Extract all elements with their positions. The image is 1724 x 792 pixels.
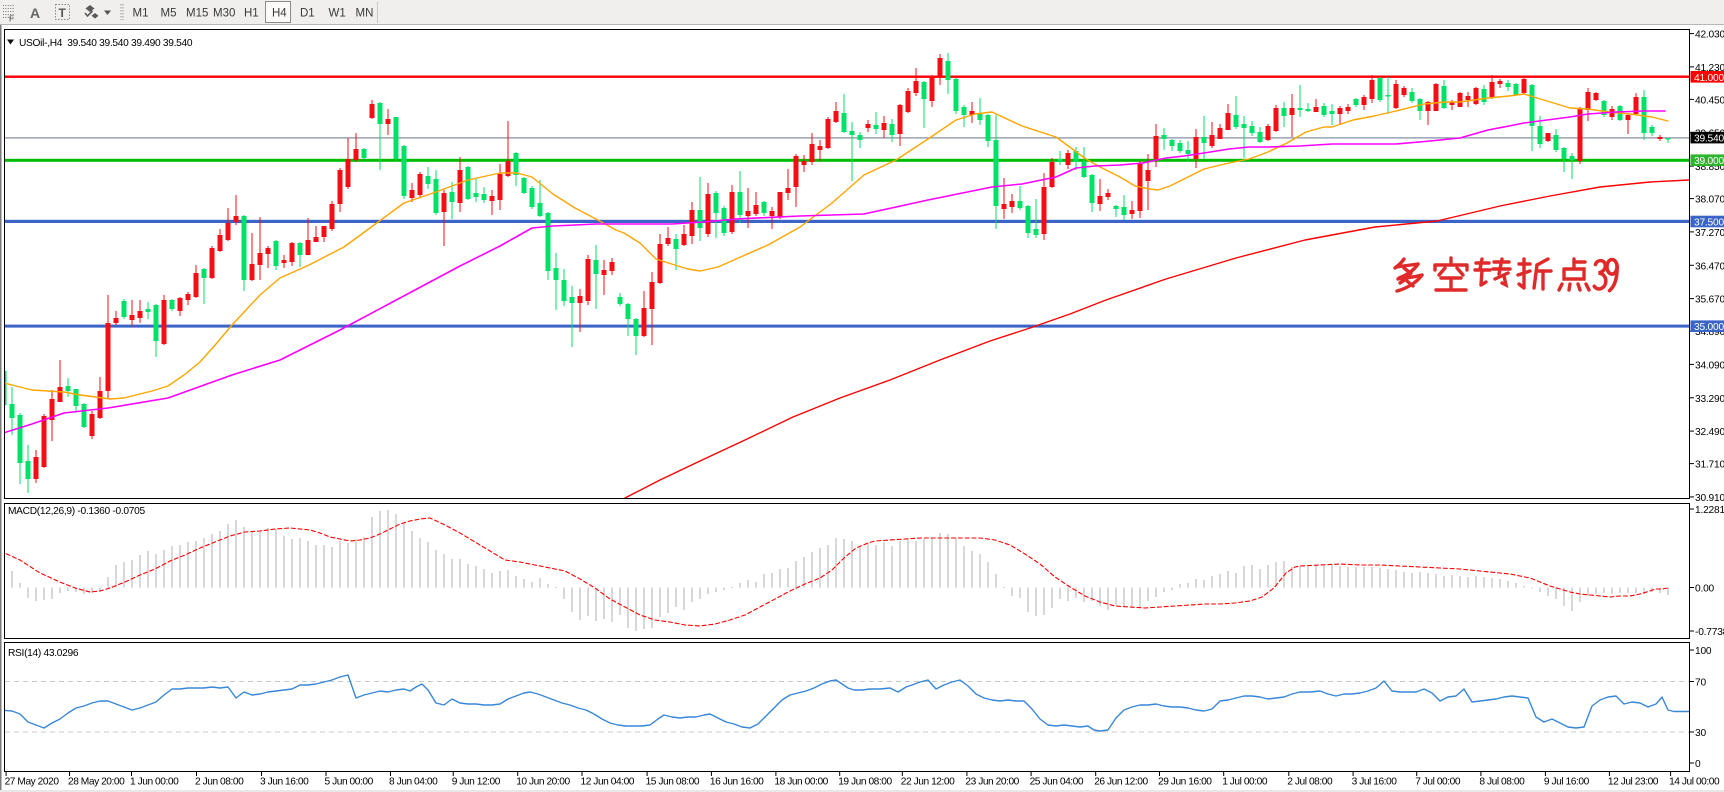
svg-text:MN: MN	[356, 8, 374, 20]
svg-text:7 Jul 00:00: 7 Jul 00:00	[1415, 777, 1461, 788]
svg-text:T: T	[59, 6, 67, 20]
svg-text:38.850: 38.850	[1695, 162, 1724, 173]
svg-text:M1: M1	[133, 8, 149, 20]
svg-text:35.670: 35.670	[1695, 295, 1724, 306]
svg-text:F: F	[9, 15, 14, 24]
svg-text:W1: W1	[329, 8, 346, 20]
svg-text:26 Jun 12:00: 26 Jun 12:00	[1094, 777, 1148, 788]
svg-text:2 Jun 08:00: 2 Jun 08:00	[195, 777, 244, 788]
svg-text:MACD(12,26,9) -0.1360 -0.0705: MACD(12,26,9) -0.1360 -0.0705	[8, 506, 145, 517]
svg-text:37.270: 37.270	[1695, 228, 1724, 239]
svg-text:USOil-,H4 39.540 39.540 39.49: USOil-,H4 39.540 39.540 39.490 39.540	[19, 38, 193, 49]
svg-text:22 Jun 12:00: 22 Jun 12:00	[901, 777, 955, 788]
svg-text:27 May 2020: 27 May 2020	[5, 777, 60, 788]
svg-text:41.230: 41.230	[1695, 63, 1724, 74]
svg-text:D1: D1	[300, 8, 315, 20]
svg-text:M30: M30	[213, 8, 235, 20]
svg-text:70: 70	[1695, 678, 1706, 689]
svg-text:1 Jun 00:00: 1 Jun 00:00	[130, 777, 179, 788]
svg-text:35.000: 35.000	[1694, 322, 1724, 333]
svg-text:39.540: 39.540	[1694, 134, 1724, 145]
svg-text:1.2281: 1.2281	[1695, 505, 1724, 516]
svg-text:31.710: 31.710	[1695, 460, 1724, 471]
svg-text:12 Jun 04:00: 12 Jun 04:00	[581, 777, 635, 788]
svg-text:23 Jun 20:00: 23 Jun 20:00	[965, 777, 1019, 788]
svg-text:5 Jun 00:00: 5 Jun 00:00	[325, 777, 374, 788]
svg-text:100: 100	[1695, 646, 1712, 657]
svg-text:3 Jun 16:00: 3 Jun 16:00	[260, 777, 309, 788]
svg-text:9 Jun 12:00: 9 Jun 12:00	[452, 777, 501, 788]
svg-text:1 Jul 00:00: 1 Jul 00:00	[1222, 777, 1268, 788]
svg-text:19 Jun 08:00: 19 Jun 08:00	[838, 777, 892, 788]
svg-text:30: 30	[1695, 728, 1706, 739]
svg-text:33.290: 33.290	[1695, 394, 1724, 405]
svg-text:16 Jun 16:00: 16 Jun 16:00	[710, 777, 764, 788]
svg-text:-0.7738: -0.7738	[1695, 627, 1724, 638]
svg-text:32.490: 32.490	[1695, 427, 1724, 438]
svg-text:39.000: 39.000	[1694, 156, 1724, 167]
svg-text:34.890: 34.890	[1695, 327, 1724, 338]
svg-text:14 Jul 00:00: 14 Jul 00:00	[1669, 777, 1720, 788]
svg-text:12 Jul 23:00: 12 Jul 23:00	[1608, 777, 1659, 788]
svg-text:3 Jul 16:00: 3 Jul 16:00	[1352, 777, 1398, 788]
svg-text:25 Jun 04:00: 25 Jun 04:00	[1030, 777, 1084, 788]
svg-text:28 May 20:00: 28 May 20:00	[68, 777, 125, 788]
svg-text:9 Jul 16:00: 9 Jul 16:00	[1544, 777, 1590, 788]
svg-text:34.090: 34.090	[1695, 360, 1724, 371]
svg-text:8 Jul 08:00: 8 Jul 08:00	[1479, 777, 1525, 788]
svg-text:0.00: 0.00	[1695, 584, 1715, 595]
svg-text:18 Jun 00:00: 18 Jun 00:00	[774, 777, 828, 788]
svg-text:M15: M15	[186, 8, 208, 20]
svg-text:42.030: 42.030	[1695, 30, 1724, 41]
svg-text:H1: H1	[244, 8, 259, 20]
svg-text:A: A	[30, 5, 40, 21]
svg-text:8 Jun 04:00: 8 Jun 04:00	[389, 777, 438, 788]
svg-text:15 Jun 08:00: 15 Jun 08:00	[646, 777, 700, 788]
svg-text:RSI(14) 43.0296: RSI(14) 43.0296	[8, 648, 79, 659]
svg-text:0: 0	[1695, 759, 1701, 770]
svg-text:41.000: 41.000	[1694, 73, 1724, 84]
svg-text:37.500: 37.500	[1694, 218, 1724, 229]
svg-text:30.910: 30.910	[1695, 493, 1724, 504]
svg-text:M5: M5	[161, 8, 177, 20]
svg-text:38.070: 38.070	[1695, 195, 1724, 206]
svg-text:40.450: 40.450	[1695, 95, 1724, 106]
svg-text:10 Jun 20:00: 10 Jun 20:00	[516, 777, 570, 788]
svg-text:2 Jul 08:00: 2 Jul 08:00	[1287, 777, 1333, 788]
svg-text:29 Jun 16:00: 29 Jun 16:00	[1158, 777, 1212, 788]
svg-text:H4: H4	[272, 8, 287, 20]
svg-text:36.470: 36.470	[1695, 261, 1724, 272]
